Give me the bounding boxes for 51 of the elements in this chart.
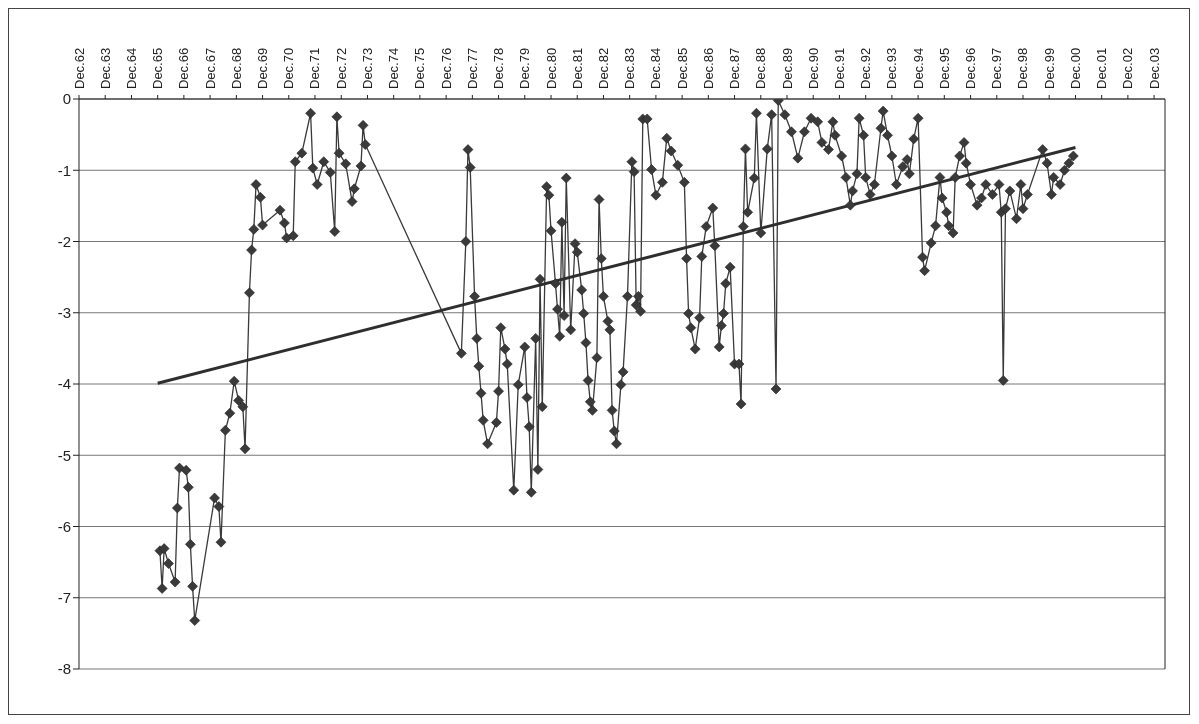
y-tick-label: -2 [57, 232, 71, 250]
x-tick-label: Dec.87 [727, 47, 743, 89]
x-tick-label: Dec.96 [963, 47, 979, 89]
x-tick-label: Dec.72 [333, 47, 349, 89]
x-tick-label: Dec.68 [228, 47, 244, 89]
x-tick-label: Dec.75 [412, 47, 428, 89]
y-tick-label: -5 [57, 446, 71, 464]
x-tick-label: Dec.64 [123, 47, 139, 89]
x-tick-label: Dec.93 [884, 47, 900, 89]
x-tick-label: Dec.02 [1120, 47, 1136, 89]
x-tick-label: Dec.88 [753, 47, 769, 89]
x-tick-label: Dec.67 [202, 47, 218, 89]
x-tick-label: Dec.95 [936, 47, 952, 89]
y-tick-label: -6 [57, 517, 71, 535]
x-tick-label: Dec.98 [1015, 47, 1031, 89]
y-tick-label: -1 [57, 161, 71, 179]
y-tick-label: -8 [57, 660, 71, 678]
x-tick-label: Dec.97 [989, 47, 1005, 89]
x-tick-label: Dec.81 [569, 47, 585, 89]
x-tick-label: Dec.03 [1146, 47, 1162, 89]
x-tick-label: Dec.83 [622, 47, 638, 89]
x-tick-label: Dec.65 [150, 47, 166, 89]
x-tick-label: Dec.76 [438, 47, 454, 89]
x-tick-label: Dec.70 [281, 47, 297, 89]
x-tick-label: Dec.94 [910, 47, 926, 89]
x-tick-label: Dec.63 [97, 47, 113, 89]
x-tick-label: Dec.66 [176, 47, 192, 89]
y-tick-label: -3 [57, 304, 71, 322]
x-tick-label: Dec.89 [779, 47, 795, 89]
x-tick-label: Dec.78 [491, 47, 507, 89]
x-tick-label: Dec.86 [700, 47, 716, 89]
x-tick-label: Dec.99 [1041, 47, 1057, 89]
x-tick-label: Dec.84 [648, 47, 664, 89]
x-tick-label: Dec.62 [71, 47, 87, 89]
x-tick-label: Dec.00 [1067, 47, 1083, 89]
y-tick-label: 0 [62, 90, 71, 108]
x-tick-label: Dec.77 [464, 47, 480, 89]
x-tick-label: Dec.01 [1094, 47, 1110, 89]
y-tick-label: -7 [57, 589, 71, 607]
x-tick-label: Dec.80 [543, 47, 559, 89]
x-tick-label: Dec.69 [255, 47, 271, 89]
y-tick-label: -4 [57, 375, 71, 393]
x-tick-label: Dec.91 [831, 47, 847, 89]
x-tick-label: Dec.71 [307, 47, 323, 89]
x-tick-label: Dec.85 [674, 47, 690, 89]
x-tick-label: Dec.82 [595, 47, 611, 89]
x-tick-label: Dec.92 [858, 47, 874, 89]
x-tick-label: Dec.73 [359, 47, 375, 89]
x-tick-label: Dec.79 [517, 47, 533, 89]
x-tick-label: Dec.90 [805, 47, 821, 89]
x-tick-label: Dec.74 [386, 47, 402, 89]
